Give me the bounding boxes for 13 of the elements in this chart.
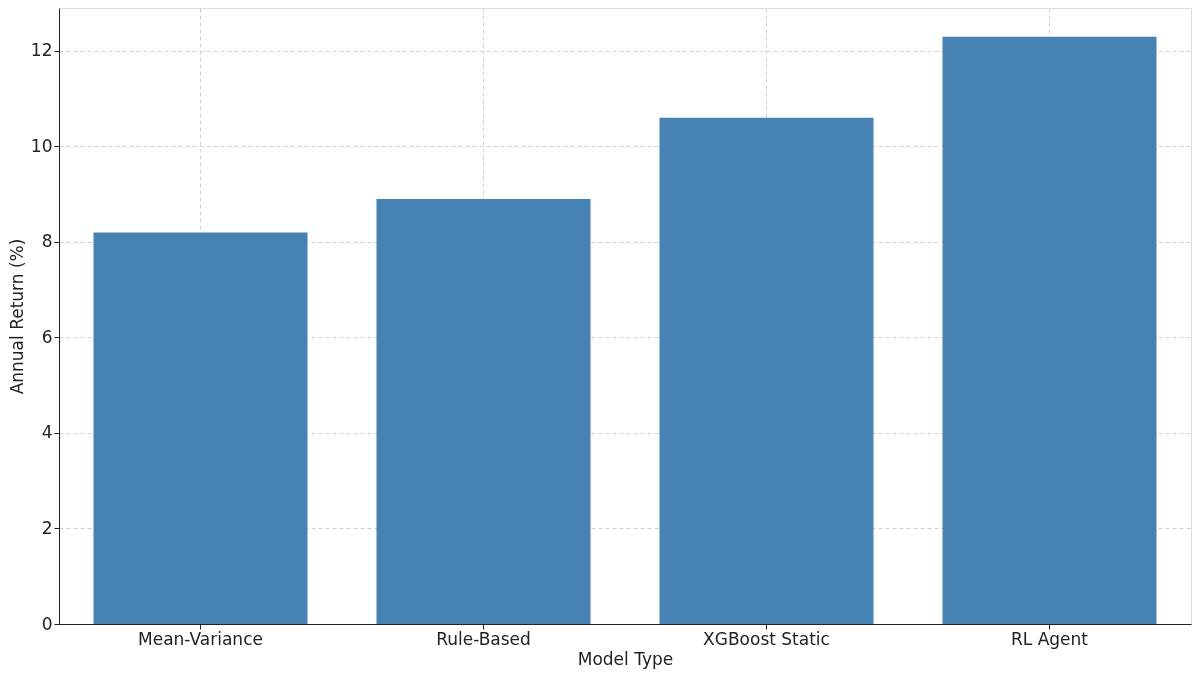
x-axis-title: Model Type xyxy=(577,648,674,669)
x-tick-label: Rule-Based xyxy=(436,628,531,649)
y-tick-label: 10 xyxy=(30,135,53,156)
y-tick-label: 2 xyxy=(41,518,53,538)
y-tick-label: 0 xyxy=(41,613,53,634)
y-tick-label: 6 xyxy=(41,326,53,347)
y-tick-label: 8 xyxy=(41,231,53,252)
x-tick-label: XGBoost Static xyxy=(703,628,830,649)
y-tick-label: 12 xyxy=(30,40,53,61)
y-tick-label: 4 xyxy=(41,422,53,443)
x-tick-label: RL Agent xyxy=(1010,628,1089,649)
y-axis-title: Annual Return (%) xyxy=(6,238,27,395)
x-tick-label: Mean-Variance xyxy=(138,628,263,649)
